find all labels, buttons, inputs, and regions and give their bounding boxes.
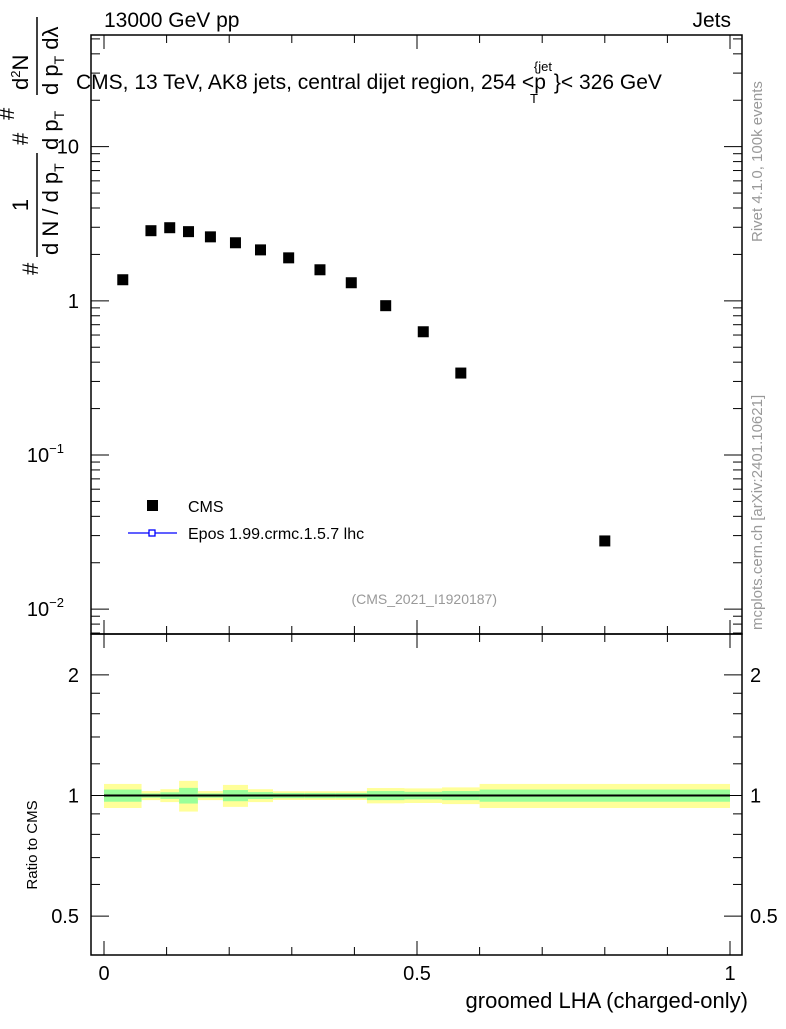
header-right: Jets [692,9,731,32]
ylabel-den2: d pT [38,110,67,150]
ratio-y-tick-label: 2 [68,665,79,687]
legend-epos-label: Epos 1.99.crmc.1.5.7 lhc [188,526,364,543]
title-sup: {jet [534,59,552,74]
y-tick-label: 1 [68,291,79,313]
title-main: CMS, 13 TeV, AK8 jets, central dijet reg… [76,71,546,94]
data-point-cms [345,277,357,289]
data-point-cms [255,244,266,256]
data-point-cms [229,237,241,249]
ylabel-hash3: # [0,107,19,120]
y-tick-label: 10 [57,137,79,159]
side-label-mcplots: mcplots.cern.ch [arXiv:2401.10621] [749,395,766,630]
main-frame [90,34,743,635]
legend-epos-marker [148,529,156,537]
header-left: 13000 GeV pp [104,9,239,32]
ratio-frame [90,633,743,956]
data-point-cms [417,326,429,338]
data-point-cms [455,367,467,379]
y-tick-label: 10−2 [27,595,64,621]
legend-cms-label: CMS [188,499,224,516]
side-label-rivet: Rivet 4.1.0, 100k events [749,81,766,242]
ratio-y-tick-label-right: 2 [750,665,761,687]
x-tick-label: 0.5 [403,963,431,985]
x-tick-label: 0 [98,963,109,985]
ylabel-hash2: # [8,132,33,145]
data-point-cms [183,226,195,238]
ratio-y-label: Ratio to CMS [24,800,41,889]
data-point-cms [380,300,392,312]
ratio-y-tick-label-right: 1 [750,786,761,808]
data-point-cms [599,535,611,547]
x-axis-label: groomed LHA (charged-only) [466,988,748,1013]
data-point-cms [204,231,216,243]
x-tick-label: 1 [724,963,735,985]
data-point-cms [145,225,157,237]
data-point-cms [283,252,295,264]
ylabel-den1: d N / d pT [38,163,67,255]
y-axis-label: # 1 d N / d pT # d pT # d2N d pT dλ [0,17,67,275]
ylabel-num3: d2N [8,55,33,90]
ratio-panel: 0 0.5 1 0.5 0.5 1 1 2 2 [51,633,778,985]
data-point-cms [117,274,129,286]
ratio-y-tick-label-right: 0.5 [750,906,778,928]
legend-cms-marker [147,500,158,511]
ylabel-num1: 1 [8,199,33,211]
y-tick-label: 10−1 [27,441,64,467]
data-point-cms [314,264,326,276]
plot-title: CMS, 13 TeV, AK8 jets, central dijet reg… [76,59,662,106]
title-end: }< 326 GeV [554,71,662,94]
main-panel: 10−2 10−1 1 10 [27,34,743,955]
ratio-y-tick-label: 1 [68,786,79,808]
data-point-cms [164,222,176,234]
title-sub: T [530,91,538,106]
analysis-watermark: (CMS_2021_I1920187) [351,591,497,607]
ylabel-hash1: # [18,262,43,275]
ylabel-den3: d pT dλ [38,26,67,95]
legend: CMS Epos 1.99.crmc.1.5.7 lhc [128,499,364,543]
ratio-y-tick-label: 0.5 [51,906,79,928]
